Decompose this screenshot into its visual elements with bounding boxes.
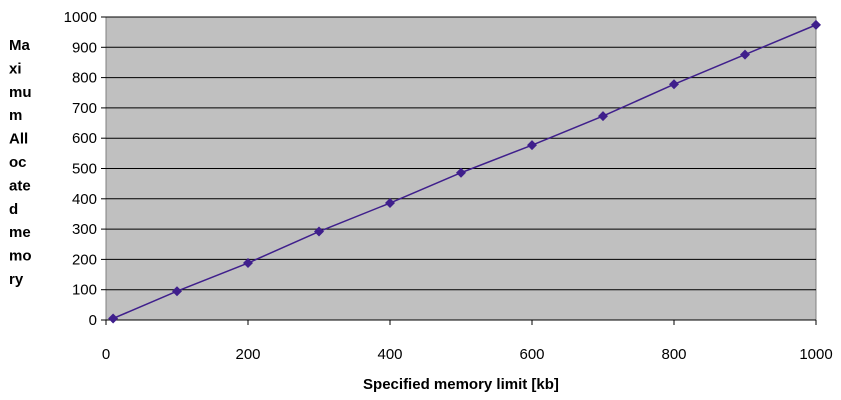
data-point-marker — [243, 258, 253, 269]
y-axis-label-line: ry — [9, 271, 24, 288]
y-tick-label: 600 — [72, 130, 97, 147]
y-tick-label: 800 — [72, 70, 97, 87]
y-axis-label-line: mu — [9, 84, 32, 101]
x-tick-label: 1000 — [799, 346, 832, 363]
y-tick-label: 500 — [72, 161, 97, 178]
x-tick-label: 600 — [519, 346, 544, 363]
y-tick-label: 1000 — [64, 9, 97, 26]
y-axis-label-line: me — [9, 224, 31, 241]
data-point-marker — [811, 19, 821, 30]
y-tick-label: 0 — [89, 312, 97, 329]
data-point-marker — [456, 167, 466, 178]
y-axis-label-line: mo — [9, 248, 32, 265]
y-tick-label: 100 — [72, 282, 97, 299]
data-point-marker — [740, 49, 750, 60]
y-axis-label-line: Ma — [9, 37, 30, 54]
y-tick-label: 300 — [72, 221, 97, 238]
data-point-marker — [527, 140, 537, 151]
y-tick-label: 700 — [72, 100, 97, 117]
x-tick-label: 400 — [377, 346, 402, 363]
series-markers — [108, 19, 821, 324]
x-tick-label: 800 — [661, 346, 686, 363]
y-tick-label: 400 — [72, 191, 97, 208]
y-axis-ticks: 0 100 200 300 400 500 600 700 800 900 1000 — [64, 9, 106, 329]
y-tick-label: 200 — [72, 251, 97, 268]
x-tick-label: 0 — [102, 346, 110, 363]
y-axis-label: Ma xi mu m All oc ate d me mo ry — [9, 37, 32, 288]
y-tick-label: 900 — [72, 39, 97, 56]
y-axis-label-line: oc — [9, 154, 27, 171]
y-axis-label-line: m — [9, 107, 22, 124]
data-point-marker — [108, 313, 119, 324]
data-point-marker — [385, 198, 395, 209]
x-axis-ticks: 0 200 400 600 800 1000 — [102, 319, 833, 363]
data-point-marker — [669, 79, 679, 90]
x-axis-label: Specified memory limit [kb] — [363, 376, 559, 393]
data-point-marker — [314, 226, 324, 237]
y-axis-label-line: ate — [9, 177, 31, 194]
y-axis-label-line: All — [9, 131, 28, 148]
x-tick-label: 200 — [235, 346, 260, 363]
data-point-marker — [172, 286, 182, 297]
data-point-marker — [598, 111, 608, 122]
y-axis-label-line: d — [9, 201, 18, 218]
y-axis-label-line: xi — [9, 60, 22, 77]
